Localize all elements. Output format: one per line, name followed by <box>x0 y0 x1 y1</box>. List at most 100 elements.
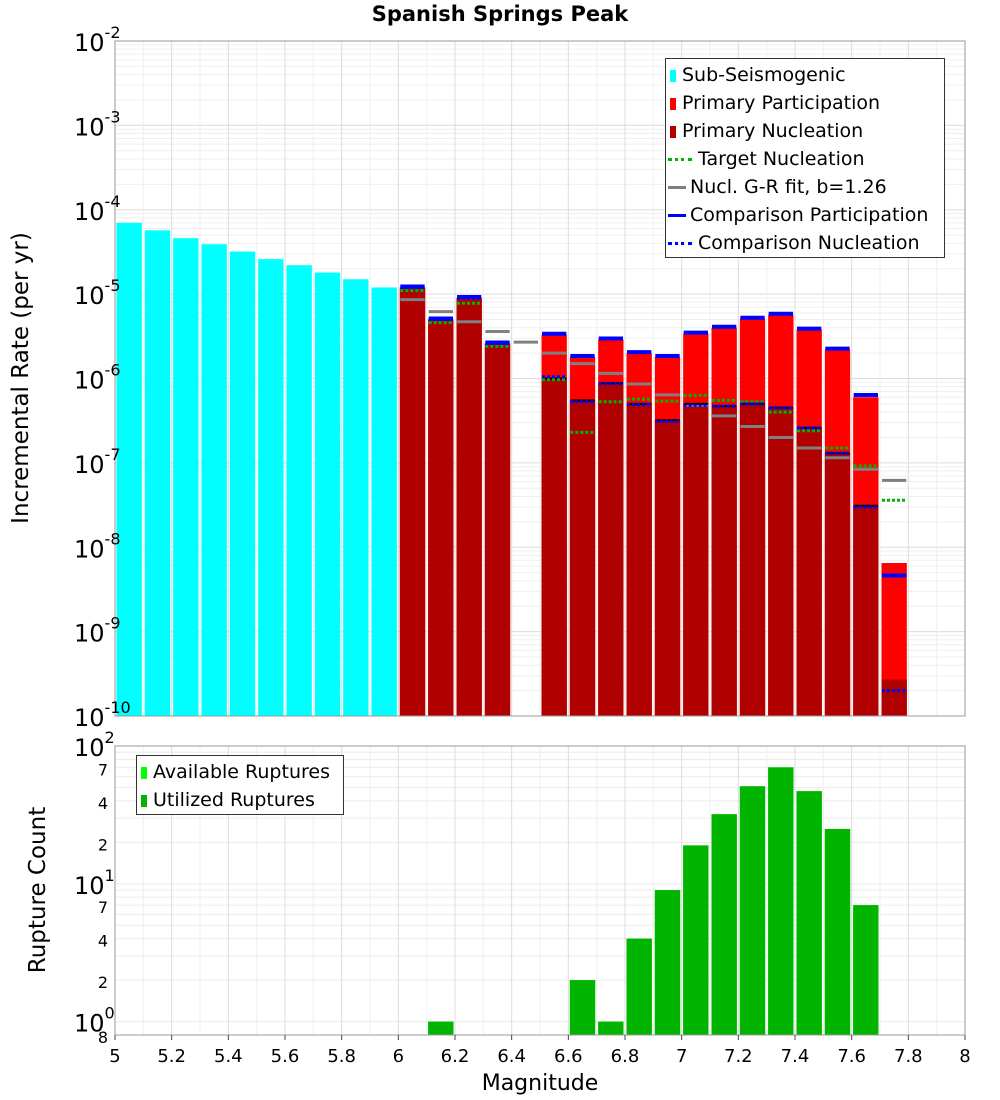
legend-comparison-participation-label: Comparison Participation <box>690 204 929 226</box>
legend-primary-nucleation: Primary Nucleation <box>666 117 863 145</box>
legend-available-ruptures-label: Available Ruptures <box>153 761 330 783</box>
x-tick-label: 6.8 <box>611 1046 640 1067</box>
primary-nucleation-bar <box>399 287 426 716</box>
chart-title: Spanish Springs Peak <box>371 2 629 26</box>
legend-primary-participation: Primary Participation <box>666 89 880 117</box>
primary-nucleation-bar <box>768 407 794 716</box>
x-tick-label: 7.8 <box>894 1046 923 1067</box>
primary-nucleation-bar <box>853 505 879 716</box>
x-tick-label: 7.2 <box>724 1046 753 1067</box>
legend-comparison-nucleation-swatch <box>668 242 692 245</box>
y-tick-label: 100 <box>74 1004 115 1038</box>
y-tick-label: 10-3 <box>74 107 121 141</box>
x-tick-label: 7 <box>676 1046 687 1067</box>
top-legend: Sub-Seismogenic Primary Participation Prim… <box>665 58 945 258</box>
legend-utilized-ruptures: Utilized Ruptures <box>137 786 315 814</box>
primary-nucleation-bar <box>796 427 822 716</box>
primary-nucleation-bar <box>739 403 766 716</box>
top-bars <box>116 222 907 717</box>
legend-primary-nucleation-label: Primary Nucleation <box>682 120 864 142</box>
legend-gr-fit-swatch <box>668 186 686 189</box>
x-tick-label: 7.4 <box>781 1046 810 1067</box>
utilized-ruptures-bar <box>739 786 766 1035</box>
y-tick-label: 10-10 <box>74 698 131 732</box>
y-minor-tick-label: 7 <box>98 898 108 917</box>
legend-target-nucleation-swatch <box>668 158 692 161</box>
x-tick-label: 5.2 <box>157 1046 186 1067</box>
x-tick-label: 5.6 <box>271 1046 300 1067</box>
legend-comparison-nucleation-label: Comparison Nucleation <box>698 232 920 254</box>
x-tick-label: 7.6 <box>837 1046 866 1067</box>
primary-nucleation-bar <box>654 420 681 716</box>
primary-nucleation-bar <box>626 403 652 716</box>
sub-seismogenic-bar <box>173 238 199 716</box>
y-minor-tick-label: 4 <box>98 794 108 813</box>
y-minor-tick-label: 8 <box>98 1028 108 1047</box>
legend-sub-seismogenic: Sub-Seismogenic <box>666 61 846 89</box>
y-tick-label: 10-8 <box>74 529 121 563</box>
utilized-ruptures-bar <box>824 828 851 1035</box>
utilized-ruptures-bar <box>428 1021 454 1035</box>
primary-nucleation-bar <box>428 319 454 716</box>
x-tick-label: 5 <box>109 1046 120 1067</box>
top-y-axis-label: Incremental Rate (per yr) <box>8 232 34 524</box>
x-tick-label: 8 <box>959 1046 970 1067</box>
legend-target-nucleation-label: Target Nucleation <box>698 148 865 170</box>
primary-nucleation-bar <box>569 400 596 716</box>
y-tick-label: 10-9 <box>74 614 121 648</box>
sub-seismogenic-bar <box>258 259 284 716</box>
legend-primary-participation-swatch <box>670 97 676 110</box>
legend-sub-seismogenic-label: Sub-Seismogenic <box>682 64 846 86</box>
y-tick-label: 10-4 <box>74 192 121 226</box>
top-marks <box>400 284 907 693</box>
primary-nucleation-bar <box>456 297 482 716</box>
utilized-ruptures-bar <box>796 791 822 1035</box>
sub-seismogenic-bar <box>343 279 369 716</box>
x-tick-label: 6.6 <box>554 1046 583 1067</box>
legend-utilized-ruptures-label: Utilized Ruptures <box>153 789 315 811</box>
x-tick-label: 5.8 <box>327 1046 356 1067</box>
legend-comparison-participation-swatch <box>668 214 686 217</box>
primary-nucleation-bar <box>824 453 851 716</box>
y-minor-tick-label: 2 <box>98 973 108 992</box>
legend-target-nucleation: Target Nucleation <box>666 145 865 173</box>
sub-seismogenic-bar <box>116 222 142 716</box>
legend-primary-nucleation-swatch <box>670 125 676 138</box>
x-tick-label: 6.4 <box>497 1046 526 1067</box>
legend-comparison-participation: Comparison Participation <box>666 201 928 229</box>
legend-available-ruptures: Available Ruptures <box>137 758 330 786</box>
sub-seismogenic-bar <box>144 230 171 716</box>
utilized-ruptures-bar <box>853 905 879 1035</box>
primary-nucleation-bar <box>881 679 907 716</box>
legend-sub-seismogenic-swatch <box>670 69 676 82</box>
x-axis: 5 5.2 5.4 5.6 5.8 6 6.2 6.4 6.6 6.8 7 7.2 7.4 7.6 7.8 8 <box>109 1035 971 1067</box>
primary-nucleation-bar <box>683 403 709 716</box>
legend-comparison-nucleation: Comparison Nucleation <box>666 229 920 257</box>
sub-seismogenic-bar <box>314 272 341 716</box>
bottom-legend: Available Ruptures Utilized Ruptures <box>136 755 344 815</box>
x-tick-label: 5.4 <box>214 1046 243 1067</box>
legend-primary-participation-label: Primary Participation <box>682 92 881 114</box>
y-tick-label: 102 <box>74 728 115 762</box>
sub-seismogenic-bar <box>229 251 256 716</box>
y-tick-label: 10-2 <box>74 23 121 57</box>
y-tick-label: 10-5 <box>74 276 121 310</box>
y-minor-tick-label: 2 <box>98 835 108 854</box>
sub-seismogenic-bar <box>201 244 227 717</box>
utilized-ruptures-bar <box>654 890 681 1035</box>
legend-gr-fit: Nucl. G-R fit, b=1.26 <box>666 173 887 201</box>
x-tick-label: 6.2 <box>441 1046 470 1067</box>
sub-seismogenic-bar <box>371 287 397 716</box>
y-tick-label: 10-6 <box>74 361 121 395</box>
utilized-ruptures-bar <box>598 1021 624 1035</box>
primary-nucleation-bar <box>598 383 624 716</box>
y-minor-tick-label: 7 <box>98 760 108 779</box>
x-axis-label: Magnitude <box>482 1071 599 1096</box>
top-grid <box>114 41 966 717</box>
utilized-ruptures-bar <box>569 980 596 1035</box>
y-tick-label: 10-7 <box>74 445 121 479</box>
top-plot-frame <box>114 40 966 717</box>
bottom-y-axis: 102 101 100 7 4 2 7 4 2 8 <box>74 728 115 1047</box>
legend-available-ruptures-swatch <box>141 766 147 779</box>
utilized-ruptures-bar <box>768 767 794 1035</box>
